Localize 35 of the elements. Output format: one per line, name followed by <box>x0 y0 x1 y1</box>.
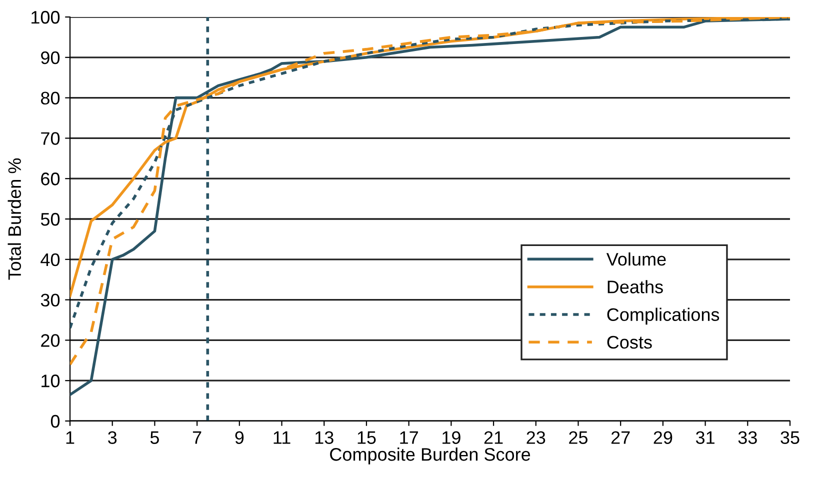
legend-label: Complications <box>607 308 720 325</box>
x-tick-label: 23 <box>526 431 546 444</box>
x-tick-label: 9 <box>235 431 244 444</box>
x-tick-label: 5 <box>150 431 159 444</box>
x-tick-label: 27 <box>611 431 630 444</box>
x-tick-label: 19 <box>442 431 460 444</box>
x-tick-label: 35 <box>780 431 800 444</box>
x-tick-label: 15 <box>358 431 376 444</box>
x-tick-label: 1 <box>66 431 74 444</box>
y-tick-label: 10 <box>42 374 60 388</box>
legend-label: Volume <box>606 252 666 266</box>
y-tick-label: 30 <box>40 294 60 307</box>
x-tick-label: 13 <box>315 431 334 444</box>
y-tick-label: 0 <box>50 414 60 428</box>
x-axis-title: Composite Burden Score <box>330 448 530 464</box>
y-axis-title: Total Burden % <box>8 158 22 280</box>
y-tick-label: 100 <box>32 10 60 24</box>
x-tick-label: 25 <box>569 431 588 444</box>
y-tick-label: 40 <box>40 253 60 266</box>
x-tick-label: 31 <box>696 431 714 444</box>
y-tick-label: 50 <box>40 212 60 226</box>
y-tick-label: 90 <box>41 51 60 64</box>
y-tick-label: 80 <box>40 92 60 105</box>
legend-label: Deaths <box>608 280 663 294</box>
x-tick-label: 17 <box>400 431 418 444</box>
x-tick-label: 3 <box>108 431 117 444</box>
y-tick-label: 20 <box>41 334 60 347</box>
y-tick-label: 60 <box>41 172 60 186</box>
legend-label: Costs <box>607 336 652 349</box>
x-tick-label: 7 <box>192 431 202 444</box>
x-tick-label: 11 <box>274 431 290 444</box>
y-tick-label: 70 <box>41 132 60 145</box>
x-tick-label: 21 <box>484 431 503 444</box>
x-tick-label: 29 <box>654 431 672 444</box>
x-tick-label: 33 <box>738 431 757 444</box>
